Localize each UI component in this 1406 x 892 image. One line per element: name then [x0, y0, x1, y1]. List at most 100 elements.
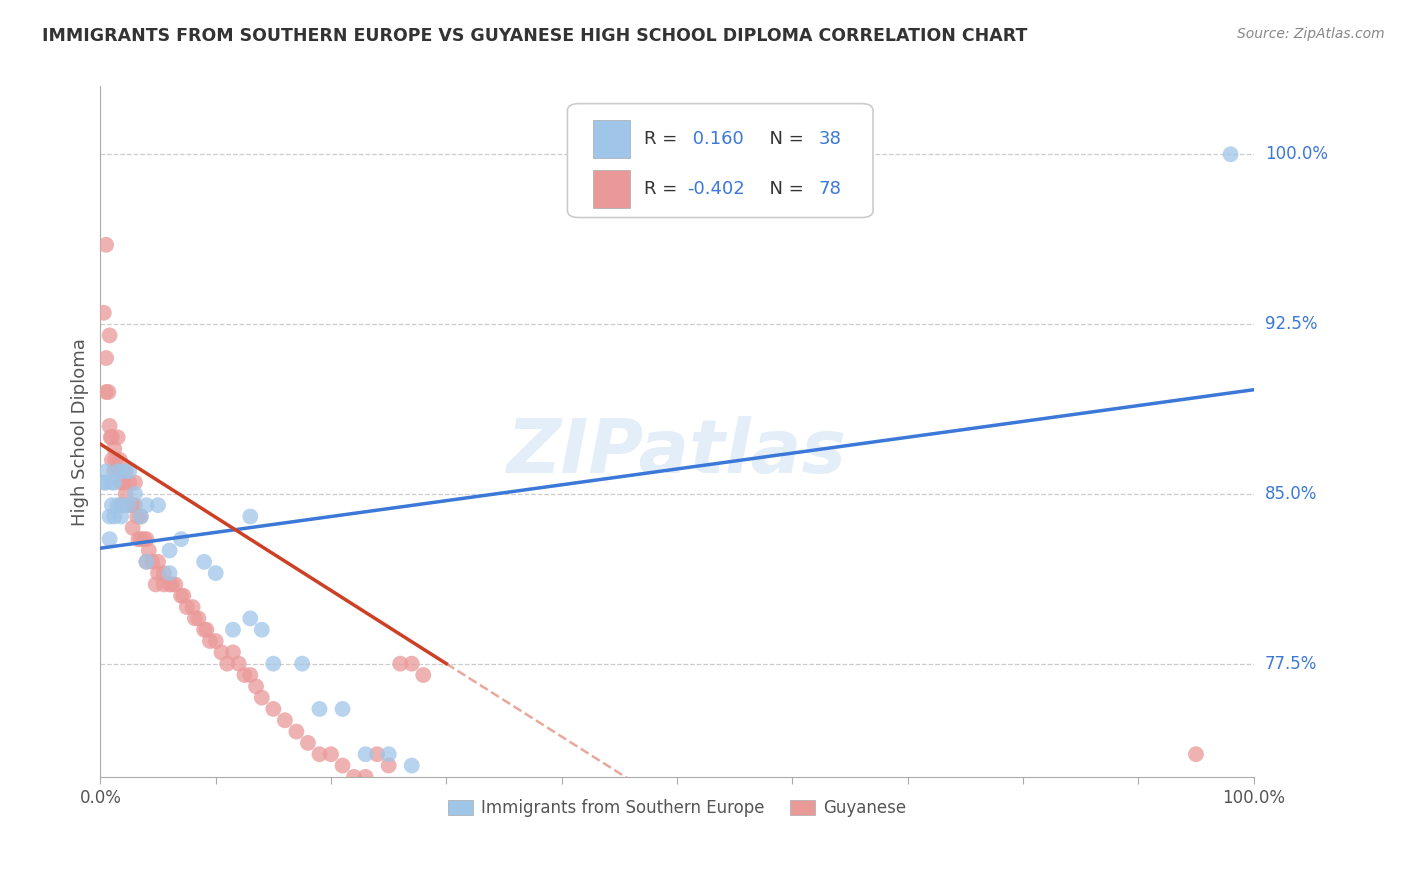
Point: [1219, 147, 1241, 161]
Point: [152, 566, 174, 581]
Point: [354, 747, 377, 762]
Point: [107, 464, 129, 478]
Point: [222, 623, 245, 637]
Text: 77.5%: 77.5%: [1265, 655, 1317, 673]
Point: [152, 577, 174, 591]
Point: [118, 498, 141, 512]
Point: [165, 577, 187, 591]
Text: 100.0%: 100.0%: [1265, 145, 1327, 163]
Point: [222, 645, 245, 659]
Point: [262, 657, 284, 671]
Point: [104, 453, 127, 467]
Point: [101, 475, 124, 490]
Point: [172, 589, 194, 603]
Text: 85.0%: 85.0%: [1265, 485, 1317, 503]
Point: [135, 498, 157, 512]
Point: [193, 623, 215, 637]
Point: [366, 747, 388, 762]
Point: [170, 532, 193, 546]
Point: [274, 713, 297, 727]
Text: R =: R =: [644, 129, 682, 147]
Point: [146, 498, 169, 512]
Point: [118, 498, 141, 512]
Point: [262, 702, 284, 716]
Point: [98, 532, 121, 546]
Point: [233, 668, 256, 682]
Point: [100, 430, 122, 444]
Point: [121, 498, 143, 512]
Point: [170, 589, 193, 603]
Text: -0.402: -0.402: [688, 179, 745, 198]
Point: [129, 509, 152, 524]
Point: [285, 724, 308, 739]
Point: [209, 645, 232, 659]
Point: [308, 747, 330, 762]
Point: [135, 555, 157, 569]
Point: [98, 419, 121, 434]
Point: [101, 453, 124, 467]
Point: [107, 464, 129, 478]
Point: [377, 758, 399, 772]
Point: [118, 464, 141, 478]
Point: [245, 679, 267, 693]
FancyBboxPatch shape: [568, 103, 873, 218]
Point: [239, 668, 262, 682]
Point: [135, 555, 157, 569]
Point: [101, 498, 124, 512]
Point: [127, 532, 149, 546]
Point: [124, 498, 146, 512]
Text: N =: N =: [758, 179, 810, 198]
Point: [118, 475, 141, 490]
Text: N =: N =: [758, 129, 810, 147]
Point: [401, 657, 423, 671]
Point: [145, 577, 167, 591]
Point: [176, 600, 198, 615]
Point: [146, 555, 169, 569]
Point: [250, 690, 273, 705]
Point: [127, 509, 149, 524]
Text: IMMIGRANTS FROM SOUTHERN EUROPE VS GUYANESE HIGH SCHOOL DIPLOMA CORRELATION CHAR: IMMIGRANTS FROM SOUTHERN EUROPE VS GUYAN…: [42, 27, 1028, 45]
Point: [204, 566, 226, 581]
Text: 92.5%: 92.5%: [1265, 315, 1317, 333]
FancyBboxPatch shape: [593, 169, 630, 208]
Point: [389, 657, 412, 671]
Point: [103, 509, 125, 524]
Point: [291, 657, 314, 671]
Point: [129, 509, 152, 524]
Point: [107, 498, 129, 512]
Text: 38: 38: [818, 129, 842, 147]
Point: [103, 442, 125, 456]
Point: [94, 237, 117, 252]
Y-axis label: High School Diploma: High School Diploma: [72, 338, 89, 525]
Point: [98, 328, 121, 343]
Point: [159, 566, 181, 581]
Point: [319, 747, 342, 762]
Point: [101, 430, 124, 444]
Point: [129, 532, 152, 546]
Point: [108, 453, 131, 467]
Point: [198, 634, 221, 648]
Point: [114, 487, 136, 501]
Point: [107, 430, 129, 444]
Point: [159, 543, 181, 558]
Point: [141, 555, 163, 569]
Point: [193, 555, 215, 569]
Point: [250, 623, 273, 637]
Point: [217, 657, 239, 671]
Point: [181, 600, 204, 615]
Point: [112, 475, 135, 490]
Point: [412, 668, 434, 682]
Point: [146, 566, 169, 581]
Point: [93, 475, 115, 490]
Point: [377, 747, 399, 762]
Point: [135, 532, 157, 546]
Point: [160, 577, 183, 591]
Point: [110, 509, 132, 524]
Legend: Immigrants from Southern Europe, Guyanese: Immigrants from Southern Europe, Guyanes…: [441, 792, 912, 824]
Point: [112, 464, 135, 478]
Point: [94, 351, 117, 365]
Point: [239, 611, 262, 625]
Point: [93, 306, 115, 320]
Point: [114, 464, 136, 478]
Point: [103, 464, 125, 478]
